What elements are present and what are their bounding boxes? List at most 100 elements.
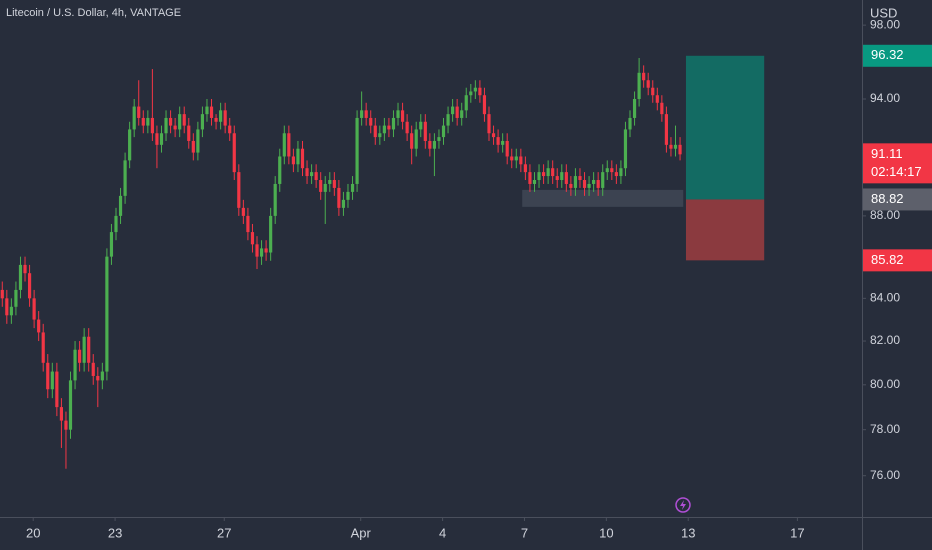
alert-circle[interactable] [675, 497, 691, 513]
candle-body [623, 129, 628, 169]
candle-body [41, 332, 45, 363]
candle-body [300, 148, 305, 169]
candle-body [155, 133, 159, 145]
candle-body [223, 110, 227, 126]
candle-body [141, 117, 145, 126]
candle-body [82, 336, 86, 363]
support-zone [522, 189, 684, 207]
candle-body [578, 176, 582, 181]
x-tick-label: 13 [681, 525, 695, 540]
candle-body [660, 102, 664, 115]
candle-body [128, 129, 132, 161]
candle-body [637, 72, 641, 99]
candle-body [446, 114, 450, 126]
countdown-label: 02:14:17 [871, 164, 922, 179]
candle-body [560, 172, 564, 181]
candle-body [68, 380, 73, 430]
candle-body [573, 176, 578, 188]
candle-body [32, 298, 36, 320]
x-tick-label: 10 [599, 525, 613, 540]
candle-body [596, 180, 600, 188]
price-tag [863, 188, 932, 211]
candle-body [173, 125, 177, 130]
candle-body [651, 87, 655, 96]
candle-body [628, 117, 632, 130]
candle-body [414, 129, 418, 149]
candle-body [355, 117, 359, 184]
candle-body [528, 172, 532, 184]
candle-body [305, 168, 309, 177]
candle-body [159, 133, 164, 145]
candle-body [364, 110, 368, 118]
candle-body [432, 140, 437, 149]
candle-body [510, 156, 514, 161]
candle-body [537, 172, 541, 181]
candle-body [178, 114, 182, 130]
candle-body [0, 289, 4, 299]
candle-body [496, 137, 500, 145]
candle-body [551, 168, 555, 177]
candle-body [546, 168, 550, 177]
price-tag [863, 44, 932, 67]
target-label: 96.32 [871, 47, 904, 62]
candle-body [373, 125, 377, 138]
candle-body [109, 232, 114, 257]
candle-body [491, 133, 496, 138]
candle-body [191, 140, 195, 153]
candle-body [259, 248, 264, 257]
y-tick-label: 94.00 [870, 91, 900, 105]
candle-body [632, 98, 637, 118]
plot [0, 55, 765, 469]
candle-body [350, 183, 355, 192]
candle-body [646, 80, 650, 88]
chart-title: Litecoin / U.S. Dollar, 4h, VANTAGE [6, 7, 181, 19]
candle-body [9, 306, 13, 316]
stop-zone [685, 199, 765, 261]
candle-body [27, 273, 32, 299]
candle-body [55, 371, 59, 408]
candle-body [369, 117, 373, 126]
candle-body [214, 117, 218, 122]
candle-body [378, 133, 382, 138]
candle-body [655, 95, 659, 103]
candle-body [269, 215, 273, 253]
candle-body [564, 172, 568, 184]
entry-label: 88.82 [871, 191, 904, 206]
candle-body [332, 180, 336, 188]
candle-body [287, 133, 291, 157]
candle-body [250, 232, 255, 245]
candle-body [501, 140, 505, 145]
candle-body [619, 168, 623, 177]
candle-body [587, 183, 591, 188]
candle-body [37, 319, 41, 333]
candle-body [246, 215, 250, 233]
candle-body [137, 106, 141, 118]
candle-body [391, 117, 396, 130]
candle-body [469, 91, 473, 96]
candle-body [441, 125, 446, 138]
candle-body [346, 191, 350, 200]
x-tick-label: 17 [790, 525, 804, 540]
y-tick-label: 82.00 [870, 333, 900, 347]
candle-body [105, 256, 109, 372]
candle-body [669, 144, 673, 149]
candle-body [541, 172, 546, 177]
last-price-tag [863, 143, 932, 184]
candle-body [296, 148, 300, 165]
candle-body [569, 183, 573, 188]
candle-body [642, 72, 646, 81]
x-tick-label: Apr [351, 525, 372, 540]
candle-body [460, 110, 464, 118]
candle-body [14, 289, 18, 307]
candle-body [341, 199, 346, 208]
x-tick-label: 23 [108, 525, 122, 540]
candle-body [91, 362, 95, 376]
candle-body [164, 117, 168, 134]
alert-icon[interactable] [675, 497, 691, 513]
candle-body [582, 180, 587, 188]
candle-body [405, 121, 409, 134]
alert-bolt[interactable] [680, 500, 686, 510]
candle-body [482, 95, 487, 115]
candle-body [255, 244, 259, 257]
